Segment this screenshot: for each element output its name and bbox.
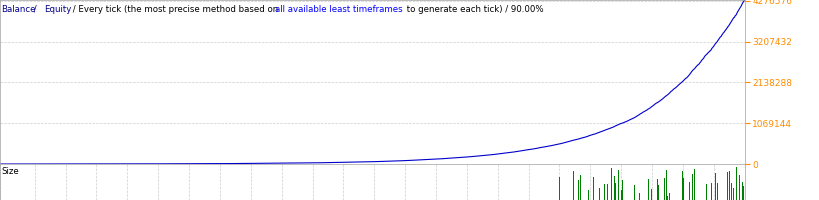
Text: Equity: Equity [44,5,71,14]
Text: / Every tick (the most precise method based on: / Every tick (the most precise method ba… [70,5,281,14]
Text: to generate each tick) / 90.00%: to generate each tick) / 90.00% [404,5,543,14]
Text: Balance: Balance [2,5,36,14]
Text: /: / [31,5,40,14]
Text: Size: Size [2,167,19,176]
Text: all available least timeframes: all available least timeframes [275,5,403,14]
